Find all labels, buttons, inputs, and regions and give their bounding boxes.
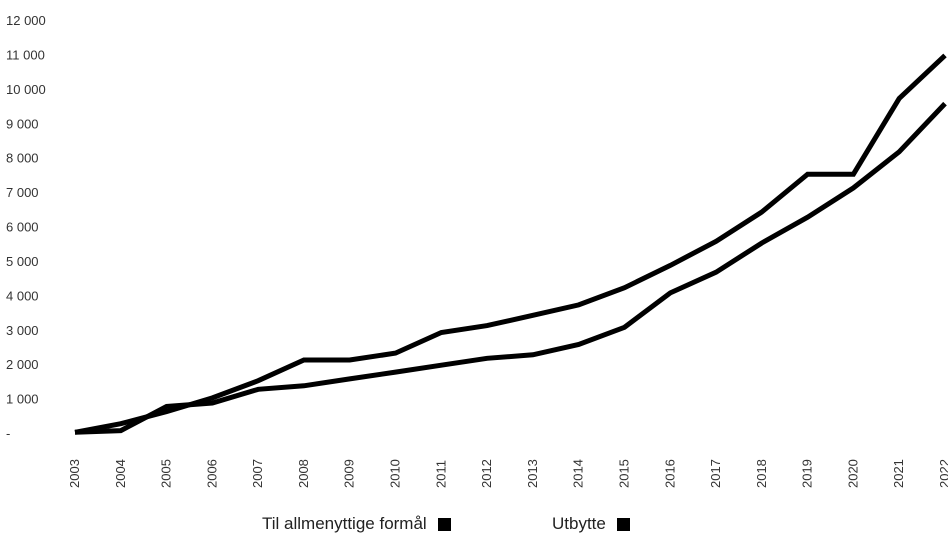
y-tick-label: 12 000: [6, 13, 46, 28]
x-tick-label: 2017: [708, 459, 723, 488]
x-tick-label: 2003: [67, 459, 82, 488]
legend-item-utbytte: Utbytte: [552, 514, 630, 534]
y-tick-label: 6 000: [6, 220, 39, 235]
x-tick-label: 2021: [891, 459, 906, 488]
x-tick-label: 2018: [754, 459, 769, 488]
x-tick-label: 2014: [571, 459, 586, 488]
y-tick-label: 3 000: [6, 323, 39, 338]
legend-swatch: [616, 517, 630, 531]
legend-label: Til allmenyttige formål: [262, 514, 427, 533]
plot-area: [74, 53, 947, 435]
x-tick-label: 2015: [616, 459, 631, 488]
y-tick-label: -: [6, 426, 10, 441]
x-tick-label: 2007: [250, 459, 265, 488]
x-tick-label: 2009: [342, 459, 357, 488]
x-tick-label: 2013: [525, 459, 540, 488]
x-axis: 2003 2004 2005 2006 2007 2008 2009 2010 2011 2012…: [67, 459, 948, 488]
y-tick-label: 4 000: [6, 288, 39, 303]
series-line-til-allmenyttige-formal: [74, 53, 947, 435]
y-tick-label: 7 000: [6, 185, 39, 200]
legend-swatch: [437, 517, 451, 531]
y-axis: - 1 000 2 000 3 000 4 000 5 000 6 000 7 000 8 00…: [6, 13, 46, 441]
x-tick-label: 2008: [296, 459, 311, 488]
y-tick-label: 5 000: [6, 254, 39, 269]
x-tick-label: 2020: [845, 459, 860, 488]
y-tick-label: 10 000: [6, 82, 46, 97]
y-tick-label: 11 000: [6, 47, 45, 62]
x-tick-label: 2011: [433, 460, 448, 488]
y-tick-label: 2 000: [6, 357, 39, 372]
y-tick-label: 9 000: [6, 116, 39, 131]
x-tick-label: 2005: [159, 459, 174, 488]
x-tick-label: 2019: [800, 459, 815, 488]
y-tick-label: 8 000: [6, 151, 39, 166]
series-line-utbytte: [74, 101, 947, 435]
y-tick-label: 1 000: [6, 392, 39, 407]
x-tick-label: 2012: [479, 459, 494, 488]
x-tick-label: 2004: [113, 459, 128, 488]
legend: Til allmenyttige formål Utbytte: [0, 514, 948, 542]
x-tick-label: 2010: [388, 459, 403, 488]
legend-label: Utbytte: [552, 514, 606, 533]
x-tick-label: 2016: [662, 459, 677, 488]
x-tick-label: 2022: [937, 459, 948, 488]
x-tick-label: 2006: [204, 459, 219, 488]
legend-item-allmenyttige: Til allmenyttige formål: [262, 514, 451, 534]
